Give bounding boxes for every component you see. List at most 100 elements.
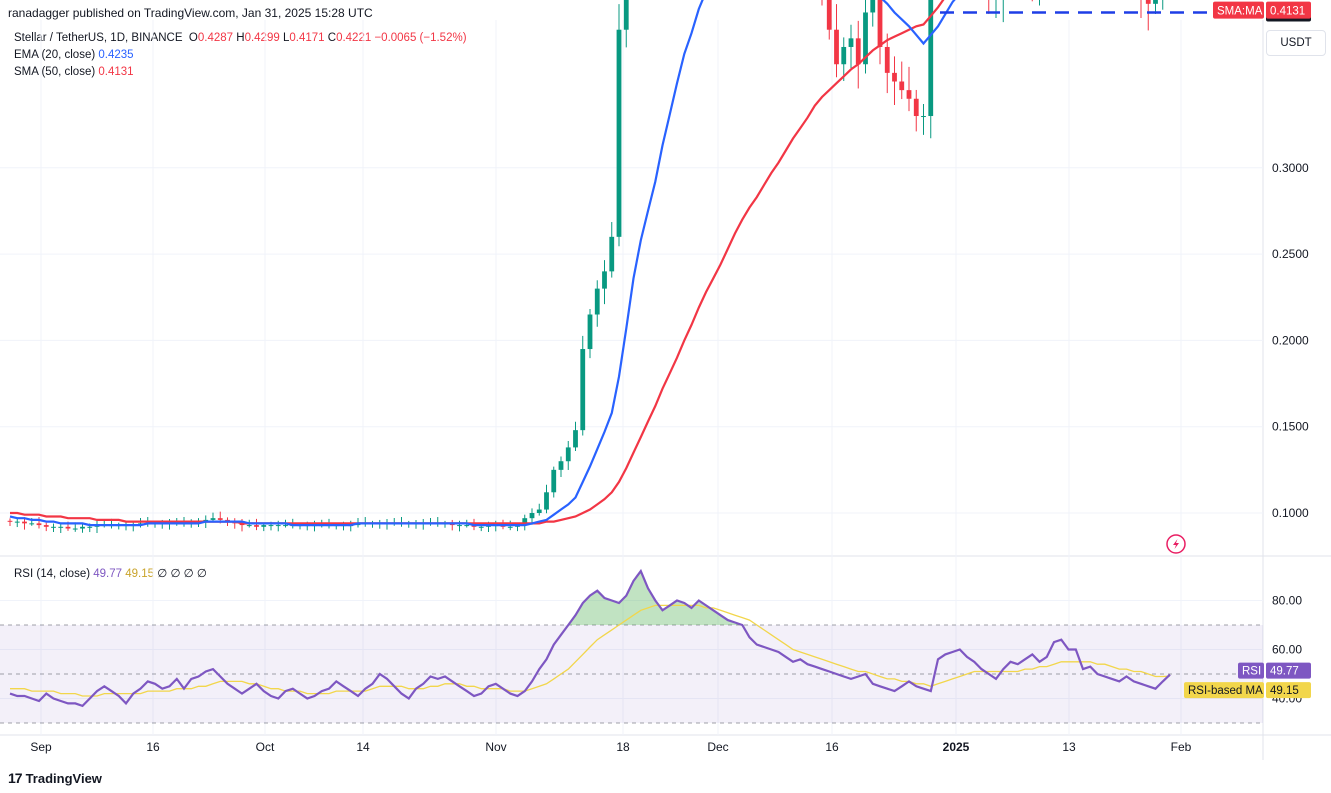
candle-body[interactable]	[602, 271, 607, 289]
legend-change: −0.0065 (−1.52%)	[374, 32, 467, 44]
candle-body[interactable]	[892, 72, 897, 82]
time-tick-label: 2025	[943, 740, 970, 754]
candle-body[interactable]	[58, 526, 64, 528]
candle-body[interactable]	[623, 0, 629, 30]
candle-body[interactable]	[551, 469, 557, 493]
sma-name-tag: SMA:MA	[1217, 6, 1263, 18]
candle-body[interactable]	[870, 0, 876, 13]
rsi-ma-value-tag: 49.15	[1270, 685, 1299, 697]
legend-rsi-label: RSI (14, close)	[14, 568, 91, 580]
sma-value-tag-bg	[1266, 1, 1311, 19]
candle-body[interactable]	[254, 525, 259, 527]
tradingview-wordmark: TradingView	[25, 770, 102, 786]
legend-high: 0.4299	[244, 32, 280, 44]
publisher-line: ranadagger published on TradingView.com,…	[8, 6, 373, 20]
price-tick-label: 0.2000	[1272, 333, 1309, 347]
legend-rsi-row[interactable]: RSI (14, close) 49.77 49.15 ∅ ∅ ∅ ∅	[14, 566, 207, 580]
candle-body[interactable]	[51, 526, 56, 528]
candle-body[interactable]	[928, 0, 934, 117]
candle-body[interactable]	[899, 81, 905, 91]
candle-body[interactable]	[464, 525, 470, 527]
time-tick-label: Oct	[256, 740, 275, 754]
candle-body[interactable]	[587, 314, 593, 350]
rsi-lines	[9, 568, 1171, 708]
candle-body[interactable]	[906, 90, 912, 99]
ema-20-line	[9, 0, 956, 527]
candle-body[interactable]	[841, 46, 847, 65]
candle-body[interactable]	[87, 526, 93, 528]
candle-body[interactable]	[884, 46, 890, 73]
legend-rsi-ma-value: 49.15	[125, 568, 155, 580]
candles[interactable]	[7, 0, 1173, 534]
legend-rsi-zeros: ∅ ∅ ∅ ∅	[157, 568, 207, 580]
candle-body[interactable]	[283, 525, 288, 527]
legend-rsi-value: 49.77	[93, 568, 123, 580]
candle-body[interactable]	[29, 523, 35, 525]
time-tick-label: Feb	[1171, 740, 1192, 754]
candle-body[interactable]	[65, 526, 71, 529]
candle-body[interactable]	[478, 526, 484, 528]
candle-body[interactable]	[558, 461, 564, 470]
candle-body[interactable]	[22, 521, 27, 524]
candle-body[interactable]	[457, 525, 462, 527]
currency-button[interactable]: USDT	[1266, 30, 1326, 56]
candle-body[interactable]	[7, 520, 13, 522]
candle-body[interactable]	[275, 525, 281, 527]
candle-body[interactable]	[217, 518, 223, 520]
candle-body[interactable]	[913, 98, 919, 117]
candle-body[interactable]	[246, 525, 252, 527]
rsi-value-tag-bg	[1266, 662, 1311, 679]
candle-body[interactable]	[80, 526, 85, 529]
legend-sma-row[interactable]: SMA (50, close) 0.4131	[14, 66, 134, 78]
candle-body[interactable]	[834, 29, 839, 65]
candle-body[interactable]	[522, 518, 528, 526]
time-tick-label: 13	[1062, 740, 1076, 754]
price-tick-label: 0.1000	[1272, 506, 1309, 520]
time-tick-label: 16	[146, 740, 160, 754]
candle-body[interactable]	[72, 528, 78, 530]
legend-h-label: H	[236, 32, 245, 44]
legend-ema-value: 0.4235	[98, 49, 134, 61]
candle-body[interactable]	[1145, 0, 1151, 4]
rsi-ma-line	[10, 604, 1171, 697]
legend-close: 0.4221	[336, 32, 372, 44]
candle-body[interactable]	[210, 518, 216, 520]
candle-body[interactable]	[529, 513, 535, 519]
candle-body[interactable]	[544, 492, 549, 510]
lightning-icon[interactable]	[1166, 534, 1186, 554]
candle-body[interactable]	[609, 236, 615, 272]
rsi-tick-label: 80.00	[1272, 594, 1302, 608]
candle-body[interactable]	[14, 521, 20, 523]
legend-ema-label: EMA (20, close)	[14, 49, 96, 61]
candle-body[interactable]	[536, 509, 542, 513]
tradingview-logo[interactable]: 17 TradingView	[8, 770, 102, 786]
candle-body[interactable]	[573, 430, 578, 448]
candle-body[interactable]	[36, 523, 42, 526]
candle-body[interactable]	[855, 38, 861, 65]
candle-body[interactable]	[877, 0, 883, 47]
price-tick-label: 0.1500	[1272, 420, 1309, 434]
candle-body[interactable]	[565, 447, 571, 462]
candle-body[interactable]	[507, 526, 513, 528]
time-tick-label: Dec	[707, 740, 728, 754]
candle-body[interactable]	[848, 38, 854, 47]
candle-body[interactable]	[594, 288, 600, 315]
rsi-name-tag: RSI	[1242, 666, 1261, 678]
candle-body[interactable]	[1153, 0, 1158, 4]
candle-body[interactable]	[43, 525, 49, 527]
candle-body[interactable]	[863, 12, 868, 65]
candle-body[interactable]	[826, 0, 832, 30]
candle-body[interactable]	[580, 349, 586, 431]
time-tick-label: Nov	[485, 740, 506, 754]
legend-ema-row[interactable]: EMA (20, close) 0.4235	[14, 49, 134, 61]
legend-symbol[interactable]: Stellar / TetherUS, 1D, BINANCE	[14, 32, 183, 44]
legend-o-label: O	[188, 32, 198, 44]
candle-body[interactable]	[616, 29, 622, 237]
sma-50-line	[10, 0, 945, 525]
support-resistance-levels[interactable]	[730, 0, 1263, 14]
candle-body[interactable]	[268, 525, 274, 527]
legend-open: 0.4287	[197, 32, 234, 44]
candle-body[interactable]	[921, 116, 926, 118]
candle-body[interactable]	[261, 525, 267, 527]
